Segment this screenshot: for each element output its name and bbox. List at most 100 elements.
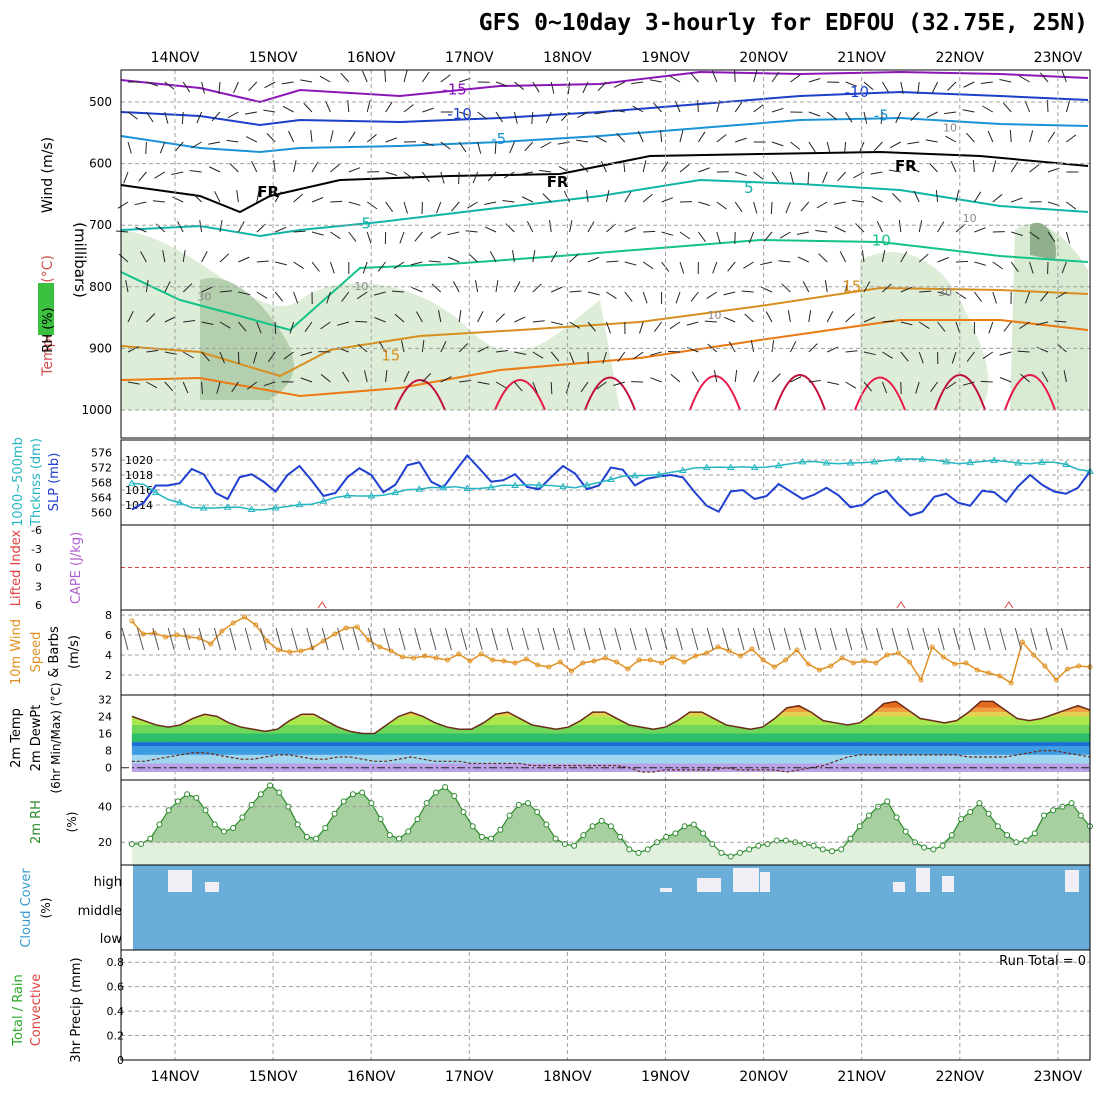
wind-barb-10m <box>475 627 483 651</box>
wind-barb <box>844 141 847 154</box>
rh-point <box>488 835 495 842</box>
li-tick-label: 6 <box>35 599 42 612</box>
rh-label: 30 <box>197 290 211 303</box>
wind-barb <box>551 321 564 326</box>
wind-barb-10m <box>953 627 961 651</box>
wind-speed-point <box>749 646 755 652</box>
wind-barb <box>403 201 408 214</box>
wind-barb <box>214 191 221 203</box>
slp-line <box>131 453 1091 517</box>
wind-barb-10m <box>429 627 437 651</box>
li-tick-label: -6 <box>31 524 42 537</box>
wind-barb <box>385 370 388 383</box>
wind-barb <box>378 341 387 353</box>
rh-area-20 <box>131 785 1090 843</box>
wind-barb <box>208 141 221 145</box>
isotherm-label: 5 <box>744 179 754 197</box>
thickness-marker <box>199 504 208 511</box>
wind-barb <box>771 71 780 83</box>
wind-barb <box>448 256 460 263</box>
day-label-top: 16NOV <box>347 50 396 66</box>
wind-barb <box>319 75 331 83</box>
wind-barb <box>256 190 260 203</box>
wind-barb <box>882 283 892 293</box>
rh-point <box>746 846 753 853</box>
wind-barb <box>771 171 780 183</box>
wind-barb <box>974 227 986 233</box>
wind-barb <box>219 351 225 364</box>
wind-barb <box>394 313 405 323</box>
rh-point <box>147 835 154 842</box>
temp-band <box>131 733 1090 743</box>
wind-barb <box>763 231 773 242</box>
wind-barb <box>674 100 681 113</box>
wind-barb <box>913 190 920 203</box>
wind-barb <box>550 81 555 94</box>
wind-barb <box>227 111 239 119</box>
wind-barb <box>190 141 202 149</box>
wind-barb <box>999 377 1012 383</box>
wind-barb <box>127 141 132 154</box>
wind-barb <box>289 321 295 334</box>
isotherm-label: 10 <box>872 232 891 250</box>
wind-barb <box>495 81 508 87</box>
wind-speed-point <box>816 667 822 673</box>
wind-barb <box>326 291 331 304</box>
wind-barb <box>760 286 773 293</box>
wind-barb <box>337 321 349 326</box>
wind-barb <box>399 231 405 244</box>
wind-barb <box>863 316 876 323</box>
wind-barb <box>616 132 626 143</box>
wind-barb <box>341 291 350 302</box>
wind-barb <box>391 290 405 293</box>
wind-barb <box>675 291 681 304</box>
wind-barb <box>845 313 855 323</box>
cloud-cover-unit: (%) <box>39 898 53 919</box>
isotherm-label: -10 <box>845 83 870 101</box>
day-label-top: 15NOV <box>249 50 298 66</box>
wind-barb <box>587 321 596 332</box>
rh-point <box>460 809 467 815</box>
wind-barb <box>487 171 497 182</box>
wind-barb <box>797 256 810 263</box>
wind-barb <box>495 111 503 123</box>
thickness-marker <box>487 483 496 490</box>
wind-barb <box>385 137 398 143</box>
thickness-marker <box>774 461 783 469</box>
wind-barb-10m <box>860 627 868 651</box>
wind-barb <box>723 291 736 296</box>
wind-barb-10m <box>799 627 807 651</box>
wind-speed-point <box>625 666 631 672</box>
wind-barb <box>293 160 297 173</box>
wind-barb <box>513 111 518 124</box>
wind-barb <box>576 139 589 143</box>
rh-point <box>414 816 421 823</box>
wind-barb <box>1061 261 1067 274</box>
wind-tick-label: 2 <box>105 669 112 682</box>
wind-barb <box>362 261 368 274</box>
wind-barb <box>145 111 154 123</box>
wind-barb <box>808 78 821 83</box>
isotherm-label: -10 <box>447 105 472 123</box>
wind-barb <box>201 81 205 94</box>
wind-barb <box>741 290 754 293</box>
wind-barb <box>458 141 467 153</box>
rh-point <box>451 793 458 799</box>
cloud-level-label: high <box>94 875 122 890</box>
wind-barb-10m <box>922 627 930 651</box>
wind-barb <box>366 231 372 244</box>
wind-barb <box>632 105 644 113</box>
thickness-marker <box>607 475 615 482</box>
wind-barb <box>422 141 434 147</box>
wind-barb <box>219 220 223 233</box>
warm-contour <box>584 376 636 411</box>
wind-barb <box>881 250 886 263</box>
wind-barb <box>569 351 575 364</box>
wind-barb <box>201 381 203 395</box>
wind-barb <box>477 141 482 154</box>
wind-barb <box>452 281 460 293</box>
wind-barb <box>264 81 276 89</box>
wind-barb <box>550 251 558 263</box>
thickness-marker <box>271 504 280 511</box>
wind-barb <box>1011 197 1023 203</box>
